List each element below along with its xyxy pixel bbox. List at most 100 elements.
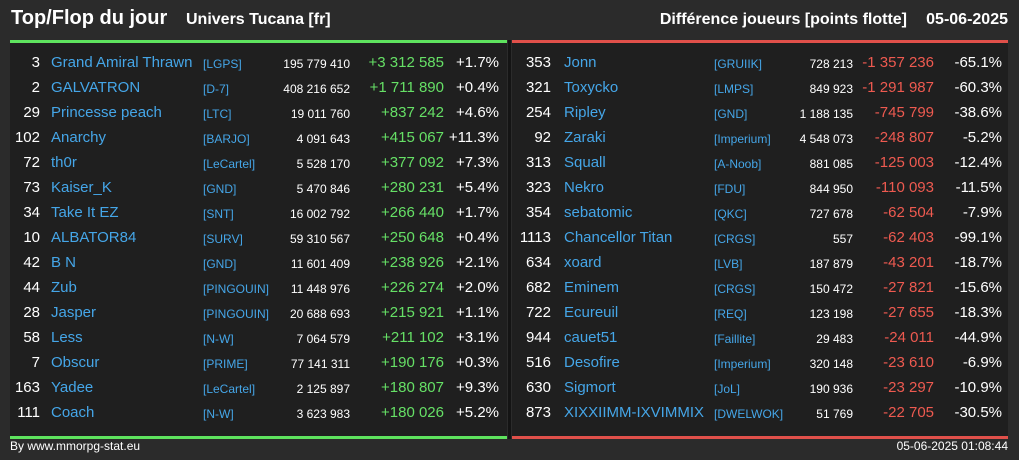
percent-change: +3.1% xyxy=(456,329,499,346)
player-name-link[interactable]: Toxycko xyxy=(564,79,619,96)
alliance-tag-link[interactable]: [SURV] xyxy=(203,232,243,246)
player-points: 881 085 xyxy=(809,157,853,171)
alliance-tag-link[interactable]: [Imperium] xyxy=(714,132,771,146)
alliance-tag-link[interactable]: [Imperium] xyxy=(714,357,771,371)
points-difference: +837 242 xyxy=(381,104,444,121)
player-rank: 321 xyxy=(525,79,551,96)
player-points: 5 528 170 xyxy=(296,157,350,171)
alliance-tag-link[interactable]: [LGPS] xyxy=(203,57,242,71)
player-rank: 873 xyxy=(525,404,551,421)
player-name-link[interactable]: Jonn xyxy=(564,54,597,71)
alliance-tag-link[interactable]: [LeCartel] xyxy=(203,382,256,396)
table-row: 323 Nekro [FDU] 844 950 -110 093 -11.5% xyxy=(512,176,1008,201)
alliance-tag-link[interactable]: [D-7] xyxy=(203,82,230,96)
player-points: 29 483 xyxy=(816,332,853,346)
alliance-tag-link[interactable]: [A-Noob] xyxy=(714,157,762,171)
player-name-link[interactable]: Take It EZ xyxy=(51,204,119,221)
alliance-tag-link[interactable]: [CRGS] xyxy=(714,282,756,296)
player-rank: 313 xyxy=(525,154,551,171)
alliance-tag-link[interactable]: [QKC] xyxy=(714,207,747,221)
alliance-tag-link[interactable]: [LeCartel] xyxy=(203,157,256,171)
alliance-tag-link[interactable]: [SNT] xyxy=(203,207,234,221)
player-points: 77 141 311 xyxy=(290,357,350,371)
player-name-link[interactable]: Ripley xyxy=(564,104,606,121)
table-row: 873 XIXXIIMM-IXVIMMIX [DWELWOK] 51 769 -22 7… xyxy=(512,401,1008,426)
player-name-link[interactable]: Anarchy xyxy=(51,129,107,146)
player-name-link[interactable]: Sigmort xyxy=(564,379,616,396)
player-name-link[interactable]: B N xyxy=(51,254,77,271)
points-difference: +415 067 xyxy=(381,129,444,146)
player-name-link[interactable]: Ecureuil xyxy=(564,304,619,321)
alliance-tag-link[interactable]: [GRUIIK] xyxy=(714,57,763,71)
player-name-link[interactable]: Squall xyxy=(564,154,606,171)
player-name-link[interactable]: ALBATOR84 xyxy=(51,229,137,246)
player-name-link[interactable]: Yadee xyxy=(51,379,94,396)
alliance-tag-link[interactable]: [Faillite] xyxy=(714,332,756,346)
percent-change: +7.3% xyxy=(456,154,499,171)
alliance-tag-link[interactable]: [N-W] xyxy=(203,407,234,421)
alliance-tag-link[interactable]: [PRIME] xyxy=(203,357,248,371)
player-name-link[interactable]: cauet51 xyxy=(564,329,618,346)
table-row: 254 Ripley [GND] 1 188 135 -745 799 -38.6% xyxy=(512,101,1008,126)
player-points: 849 923 xyxy=(809,82,853,96)
points-difference: -110 093 xyxy=(875,179,934,196)
alliance-tag-link[interactable]: [LVB] xyxy=(714,257,743,271)
alliance-tag-link[interactable]: [GND] xyxy=(714,107,748,121)
alliance-tag-link[interactable]: [PINGOUIN] xyxy=(203,282,270,296)
table-row: 29 Princesse peach [LTC] 19 011 760 +837 242… xyxy=(10,101,507,126)
player-name-link[interactable]: Obscur xyxy=(51,354,100,371)
player-name-link[interactable]: Nekro xyxy=(564,179,605,196)
player-name-link[interactable]: Chancellor Titan xyxy=(564,229,673,246)
alliance-tag-link[interactable]: [JoL] xyxy=(714,382,741,396)
player-name-link[interactable]: Desofire xyxy=(564,354,620,371)
player-name-link[interactable]: Less xyxy=(51,329,83,346)
points-difference: +180 807 xyxy=(381,379,444,396)
player-points: 2 125 897 xyxy=(296,382,350,396)
alliance-tag-link[interactable]: [GND] xyxy=(203,257,237,271)
player-rank: 34 xyxy=(23,204,40,221)
percent-change: -38.6% xyxy=(954,104,1002,121)
alliance-tag-link[interactable]: [PINGOUIN] xyxy=(203,307,270,321)
player-name-link[interactable]: Eminem xyxy=(564,279,620,296)
top-list: 3 Grand Amiral Thrawn [LGPS] 195 779 410 +3 … xyxy=(10,51,507,426)
points-difference: -23 297 xyxy=(883,379,934,396)
player-points: 1 188 135 xyxy=(799,107,853,121)
alliance-tag-link[interactable]: [BARJO] xyxy=(203,132,250,146)
table-row: 102 Anarchy [BARJO] 4 091 643 +415 067 +11.3% xyxy=(10,126,507,151)
alliance-tag-link[interactable]: [LTC] xyxy=(203,107,232,121)
percent-change: +2.1% xyxy=(456,254,499,271)
player-name-link[interactable]: XIXXIIMM-IXVIMMIX xyxy=(564,404,705,421)
percent-change: +11.3% xyxy=(448,129,499,146)
percent-change: -44.9% xyxy=(954,329,1002,346)
player-points: 727 678 xyxy=(809,207,853,221)
player-name-link[interactable]: Zaraki xyxy=(564,129,606,146)
table-row: 630 Sigmort [JoL] 190 936 -23 297 -10.9% xyxy=(512,376,1008,401)
alliance-tag-link[interactable]: [CRGS] xyxy=(714,232,756,246)
player-name-link[interactable]: sebatomic xyxy=(564,204,633,221)
alliance-tag-link[interactable]: [REQ] xyxy=(714,307,747,321)
player-name-link[interactable]: Kaiser_K xyxy=(51,179,112,196)
table-row: 111 Coach [N-W] 3 623 983 +180 026 +5.2% xyxy=(10,401,507,426)
player-name-link[interactable]: xoard xyxy=(564,254,602,271)
player-name-link[interactable]: Coach xyxy=(51,404,95,421)
table-row: 516 Desofire [Imperium] 320 148 -23 610 -6.9% xyxy=(512,351,1008,376)
points-difference: -1 357 236 xyxy=(862,54,934,71)
player-name-link[interactable]: th0r xyxy=(51,154,77,171)
alliance-tag-link[interactable]: [GND] xyxy=(203,182,237,196)
alliance-tag-link[interactable]: [N-W] xyxy=(203,332,234,346)
percent-change: -7.9% xyxy=(962,204,1002,221)
player-name-link[interactable]: Zub xyxy=(51,279,77,296)
percent-change: +5.4% xyxy=(456,179,499,196)
points-difference: +377 092 xyxy=(381,154,444,171)
player-name-link[interactable]: Grand Amiral Thrawn xyxy=(51,54,193,71)
table-row: 321 Toxycko [LMPS] 849 923 -1 291 987 -60.3% xyxy=(512,76,1008,101)
alliance-tag-link[interactable]: [DWELWOK] xyxy=(714,407,784,421)
player-name-link[interactable]: Princesse peach xyxy=(51,104,162,121)
page-title: Top/Flop du jour xyxy=(11,7,168,29)
table-row: 72 th0r [LeCartel] 5 528 170 +377 092 +7.3% xyxy=(10,151,507,176)
percent-change: -5.2% xyxy=(962,129,1002,146)
player-name-link[interactable]: GALVATRON xyxy=(51,79,141,96)
alliance-tag-link[interactable]: [LMPS] xyxy=(714,82,754,96)
alliance-tag-link[interactable]: [FDU] xyxy=(714,182,746,196)
player-name-link[interactable]: Jasper xyxy=(51,304,97,321)
